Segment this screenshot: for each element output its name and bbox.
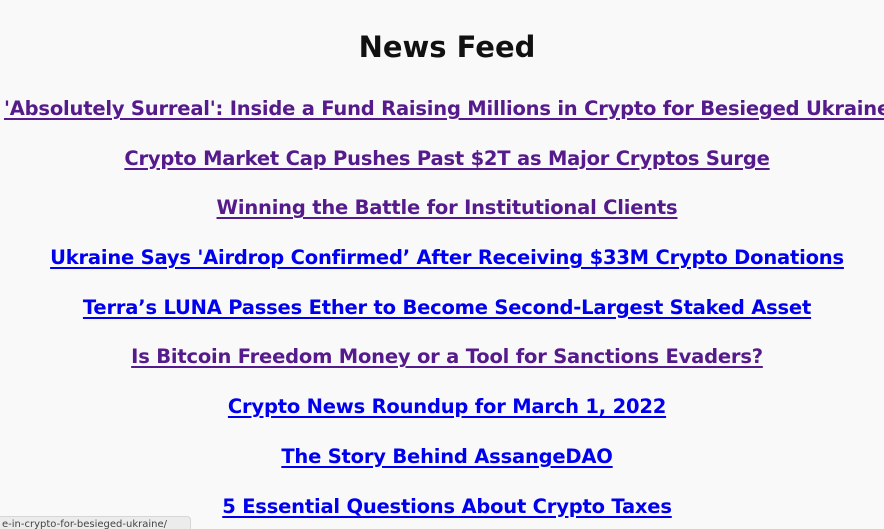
list-item: Terra’s LUNA Passes Ether to Become Seco… [0,293,884,343]
news-link[interactable]: Crypto Market Cap Pushes Past $2T as Maj… [124,146,770,170]
news-link[interactable]: Terra’s LUNA Passes Ether to Become Seco… [82,295,812,319]
news-link[interactable]: Is Bitcoin Freedom Money or a Tool for S… [131,345,763,369]
news-link[interactable]: Crypto News Roundup for March 1, 2022 [227,395,667,419]
page-title: News Feed [358,30,536,64]
news-link[interactable]: The Story Behind AssangeDAO [281,444,613,468]
list-item: The Story Behind AssangeDAO [0,442,884,492]
news-link[interactable]: Ukraine Says 'Airdrop Confirmed’ After R… [50,246,844,270]
list-item: 5 Essential Questions About Crypto Taxes [0,492,884,529]
list-item: Winning the Battle for Institutional Cli… [0,193,884,243]
list-item: Crypto News Roundup for March 1, 2022 [0,392,884,442]
news-link[interactable]: 5 Essential Questions About Crypto Taxes [222,494,672,518]
list-item: Ukraine Says 'Airdrop Confirmed’ After R… [0,243,884,293]
status-bar-url: e-in-crypto-for-besieged-ukraine/ [0,516,191,529]
news-link[interactable]: 'Absolutely Surreal': Inside a Fund Rais… [4,97,884,120]
news-link[interactable]: Winning the Battle for Institutional Cli… [216,196,678,220]
news-feed-list: 'Absolutely Surreal': Inside a Fund Rais… [0,94,884,529]
list-item: Crypto Market Cap Pushes Past $2T as Maj… [0,144,884,194]
list-item: Is Bitcoin Freedom Money or a Tool for S… [0,342,884,392]
list-item: 'Absolutely Surreal': Inside a Fund Rais… [0,94,884,144]
